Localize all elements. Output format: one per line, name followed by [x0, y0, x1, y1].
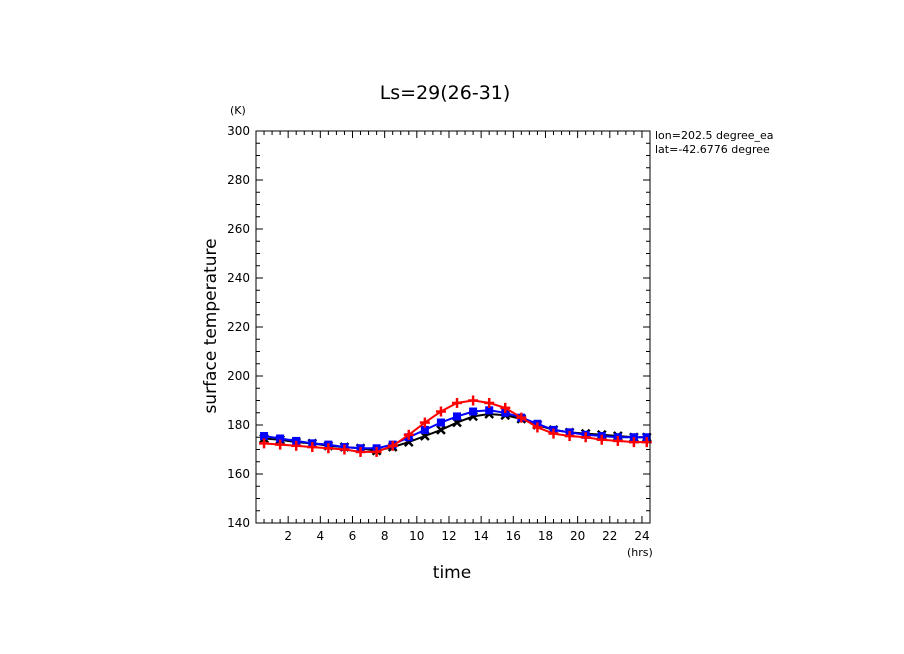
y-tick-label: 200 — [227, 369, 250, 383]
data-point-1 — [420, 425, 429, 434]
x-tick-label: 10 — [409, 529, 424, 543]
annotation-lon: lon=202.5 degree_ea — [655, 129, 774, 142]
x-tick-label: 18 — [538, 529, 553, 543]
data-point-2 — [468, 395, 479, 406]
data-point-1 — [453, 412, 462, 421]
annotation-lat: lat=-42.6776 degree — [655, 143, 770, 156]
x-tick-label: 24 — [634, 529, 649, 543]
x-tick-label: 16 — [506, 529, 521, 543]
data-point-2 — [355, 446, 366, 457]
y-axis-label: surface temperature — [201, 238, 221, 413]
data-point-2 — [339, 444, 350, 455]
data-point-1 — [485, 406, 494, 415]
data-point-1 — [276, 434, 285, 443]
x-axis-label: time — [433, 563, 471, 583]
data-point-2 — [628, 437, 639, 448]
data-point-2 — [564, 431, 575, 442]
data-point-2 — [387, 440, 398, 451]
data-point-1 — [260, 432, 269, 441]
data-point-2 — [452, 397, 463, 408]
y-unit-label: (K) — [230, 104, 246, 117]
data-point-2 — [516, 412, 527, 423]
plot-frame — [255, 130, 651, 524]
data-point-2 — [419, 417, 430, 428]
y-tick-label: 260 — [227, 222, 250, 236]
data-point-2 — [403, 429, 414, 440]
x-tick-label: 8 — [381, 529, 389, 543]
data-point-2 — [275, 439, 286, 450]
x-tick-label: 14 — [474, 529, 489, 543]
x-tick-label: 6 — [349, 529, 357, 543]
data-point-2 — [371, 446, 382, 457]
x-tick-label: 12 — [441, 529, 456, 543]
x-unit-label: (hrs) — [627, 546, 653, 559]
data-point-2 — [548, 428, 559, 439]
data-point-2 — [500, 402, 511, 413]
y-tick-label: 180 — [227, 418, 250, 432]
data-point-2 — [580, 432, 591, 443]
data-point-2 — [307, 442, 318, 453]
x-tick-label: 20 — [570, 529, 585, 543]
data-point-0 — [436, 425, 446, 435]
data-point-2 — [484, 397, 495, 408]
y-tick-label: 300 — [227, 124, 250, 138]
x-tick-label: 2 — [284, 529, 292, 543]
y-tick-label: 280 — [227, 173, 250, 187]
y-tick-label: 140 — [227, 516, 250, 530]
data-point-2 — [323, 443, 334, 454]
data-point-2 — [612, 435, 623, 446]
data-point-2 — [291, 440, 302, 451]
x-tick-label: 22 — [602, 529, 617, 543]
chart-title: Ls=29(26-31) — [380, 82, 511, 104]
data-point-1 — [469, 407, 478, 416]
data-point-2 — [259, 438, 270, 449]
data-point-2 — [435, 406, 446, 417]
data-point-1 — [436, 418, 445, 427]
data-point-2 — [532, 422, 543, 433]
y-tick-label: 160 — [227, 467, 250, 481]
y-tick-label: 240 — [227, 271, 250, 285]
data-point-2 — [596, 434, 607, 445]
y-tick-label: 220 — [227, 320, 250, 334]
x-tick-label: 4 — [317, 529, 325, 543]
